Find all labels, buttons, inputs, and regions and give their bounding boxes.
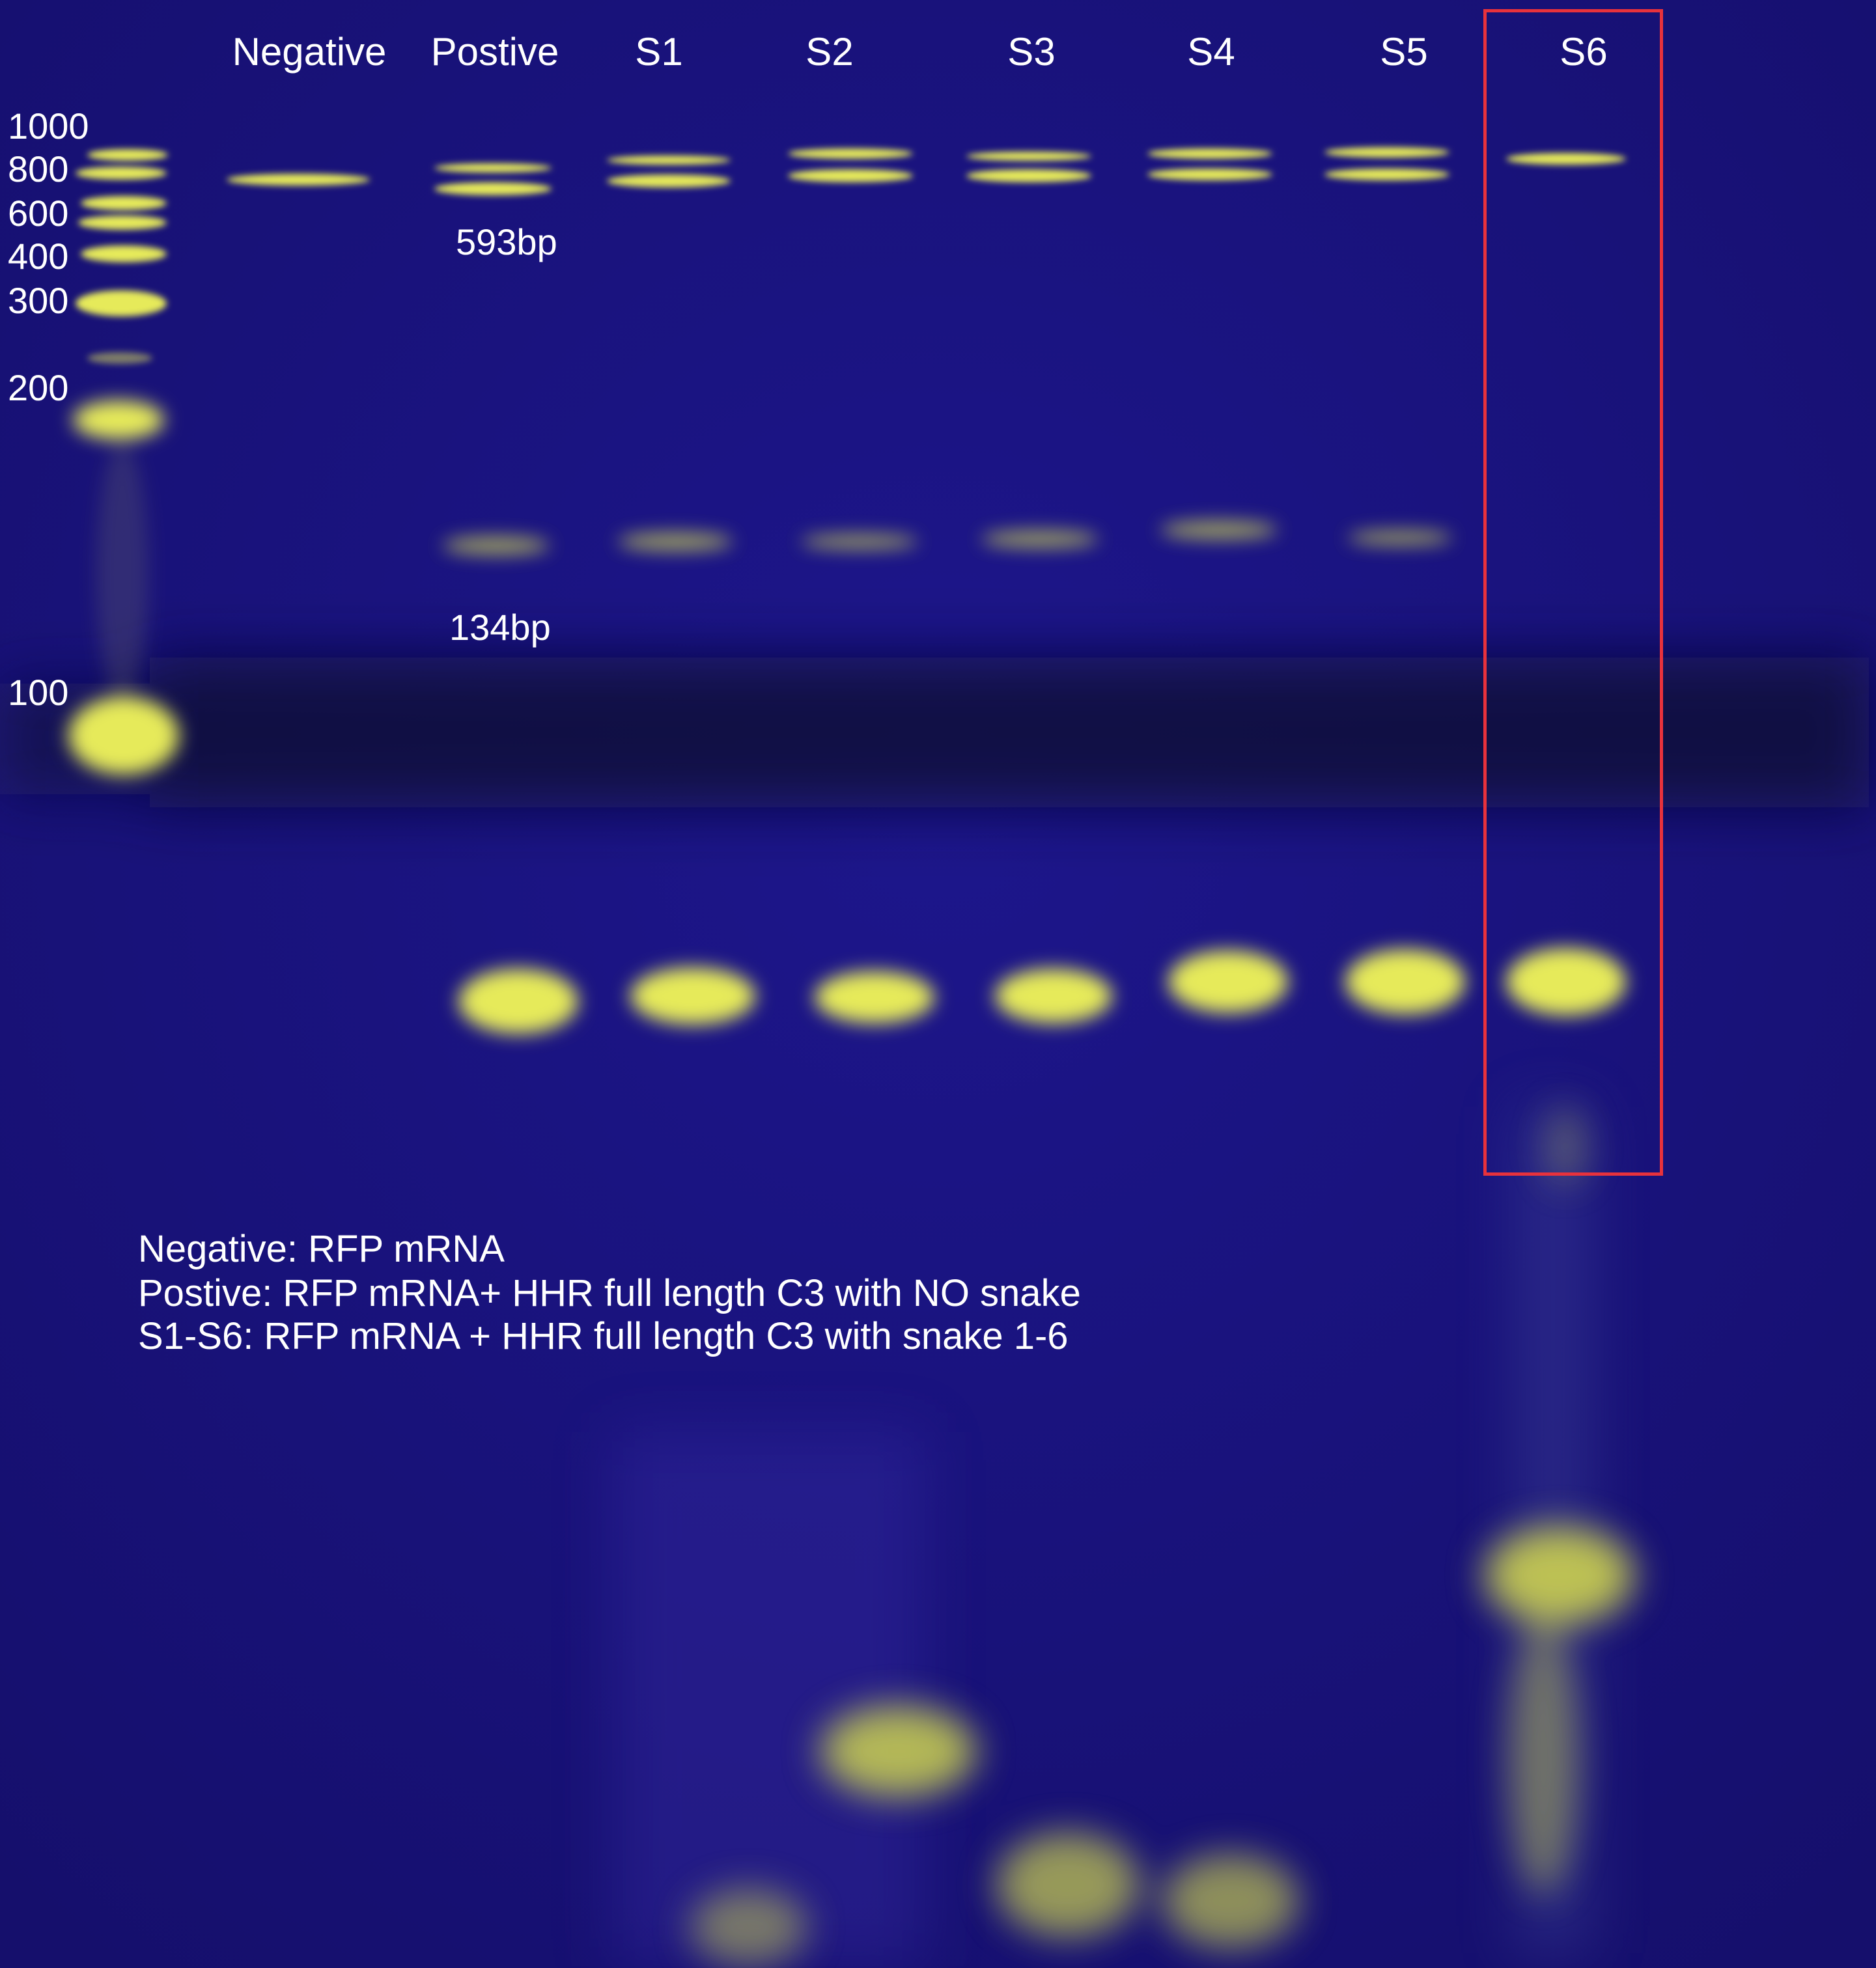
dark-region (0, 658, 1869, 807)
band-annotation-593bp: 593bp (456, 221, 557, 262)
legend-positive: Postive: RFP mRNA+ HHR full length C3 wi… (138, 1272, 1081, 1314)
lane-label-s6: S6 (1560, 30, 1608, 74)
lane-label-s5: S5 (1380, 30, 1428, 74)
bottom-spots (690, 1107, 1634, 1966)
lane-label-negative: Negative (232, 30, 387, 74)
lower-bright-bands (458, 948, 1626, 1034)
ladder-label-600: 600 (8, 193, 69, 234)
ladder-label-400: 400 (8, 236, 69, 277)
lane-label-positive: Postive (430, 30, 559, 74)
lane-label-s4: S4 (1187, 30, 1235, 74)
ladder-bands (68, 149, 179, 775)
legend-s1-s6: S1-S6: RFP mRNA + HHR full length C3 wit… (138, 1315, 1069, 1357)
ladder-label-300: 300 (8, 280, 69, 321)
lane-label-s2: S2 (805, 30, 854, 74)
upper-bands (227, 147, 1626, 195)
ladder-label-1000: 1000 (8, 105, 89, 146)
ladder-label-100: 100 (8, 672, 69, 713)
ladder-label-800: 800 (8, 148, 69, 189)
lane-label-s1: S1 (635, 30, 683, 74)
s6-highlight-box (1483, 9, 1663, 1176)
legend-negative: Negative: RFP mRNA (138, 1228, 505, 1270)
ladder-label-200: 200 (8, 367, 69, 408)
lane-label-s3: S3 (1007, 30, 1056, 74)
band-annotation-134bp: 134bp (449, 607, 551, 648)
cleavage-bands (443, 521, 1452, 555)
